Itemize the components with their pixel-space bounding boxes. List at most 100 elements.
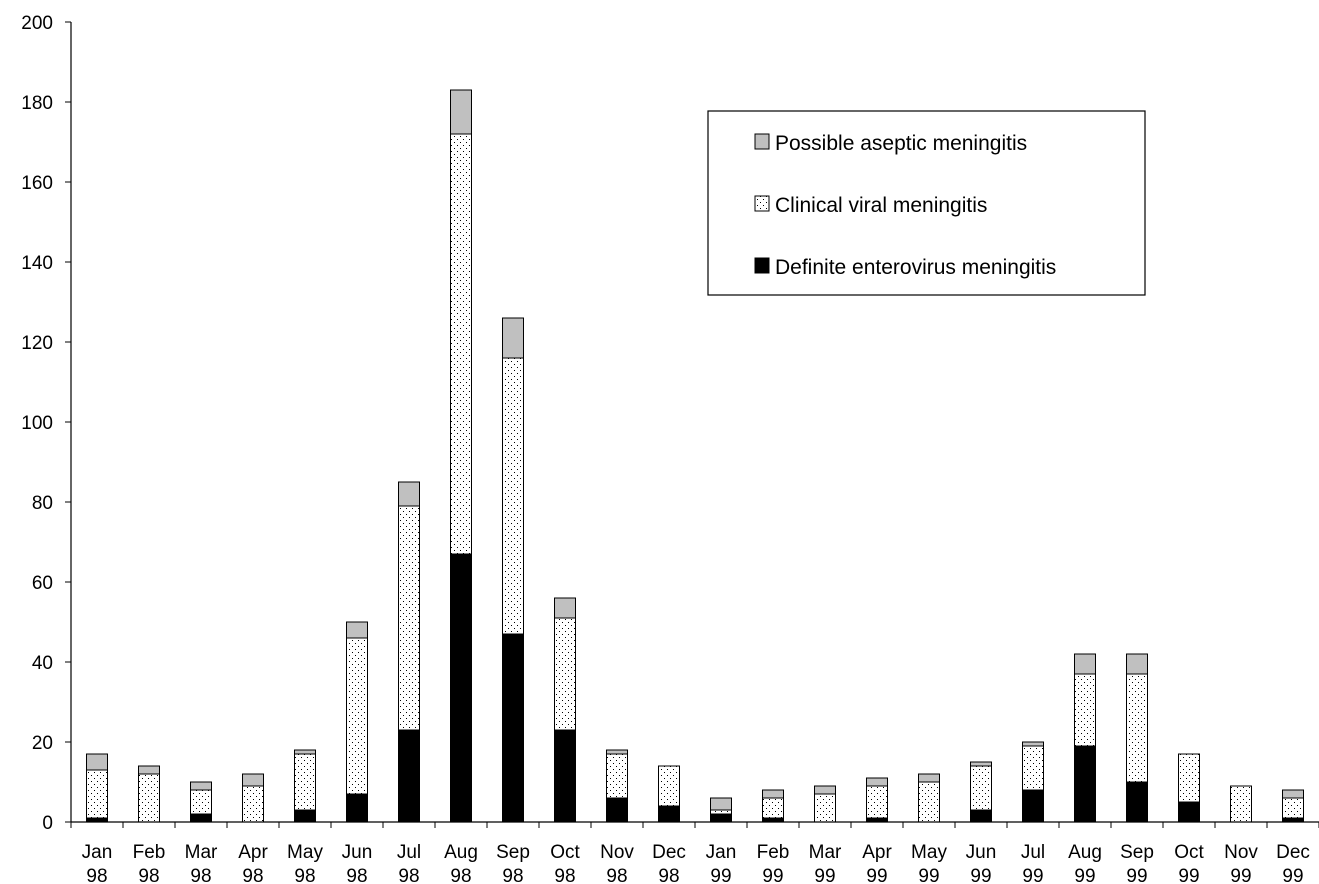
bar-segment xyxy=(814,785,836,795)
x-tick-label-month: Dec xyxy=(652,842,686,863)
bar-segment xyxy=(606,753,628,799)
bar-segment xyxy=(658,765,680,807)
x-tick-label-month: Nov xyxy=(1224,842,1258,863)
bar-segment xyxy=(606,797,628,823)
bar-segment xyxy=(970,761,992,767)
x-tick-label-year: 98 xyxy=(606,866,627,884)
legend-label: Possible aseptic meningitis xyxy=(775,132,1027,155)
x-tick-label-month: Feb xyxy=(133,842,166,863)
bar-segment xyxy=(294,753,316,811)
y-tick-label: 160 xyxy=(21,173,53,194)
bar-segment xyxy=(1126,781,1148,823)
bar-segment xyxy=(346,621,368,639)
bar-segment xyxy=(918,781,940,823)
bar-segment xyxy=(190,813,212,823)
x-tick-label-year: 99 xyxy=(1178,866,1199,884)
bar-segment xyxy=(294,749,316,755)
bar-segment xyxy=(1178,753,1200,803)
x-tick-label-year: 98 xyxy=(658,866,679,884)
bar-segment xyxy=(450,133,472,555)
x-tick-label-month: Jul xyxy=(1021,842,1045,863)
x-tick-label-month: Jan xyxy=(706,842,737,863)
x-tick-label-month: Aug xyxy=(1068,842,1102,863)
bar-segment xyxy=(502,317,524,359)
legend-box xyxy=(707,110,1146,296)
bar-segment xyxy=(606,749,628,755)
x-tick-label-month: May xyxy=(287,842,323,863)
x-tick-label-year: 99 xyxy=(970,866,991,884)
bar-segment xyxy=(86,769,108,819)
bar-segment xyxy=(502,633,524,823)
plot-area: 0 20 40 60 80 100 120 140 160 180 200 Jan 98 Feb 98 Mar… xyxy=(21,13,1319,884)
x-tick-label-year: 99 xyxy=(1074,866,1095,884)
x-tick-label-year: 98 xyxy=(502,866,523,884)
bar-segment xyxy=(294,809,316,823)
bar-segment xyxy=(190,789,212,815)
x-tick-label-month: May xyxy=(911,842,947,863)
x-tick-label-year: 99 xyxy=(710,866,731,884)
legend-swatch xyxy=(754,195,770,212)
bar-segment xyxy=(398,505,420,731)
x-tick-label-year: 98 xyxy=(398,866,419,884)
x-tick-label-year: 98 xyxy=(346,866,367,884)
legend-label: Clinical viral meningitis xyxy=(775,194,987,217)
bar-segment xyxy=(1074,673,1096,747)
bar-segment xyxy=(242,785,264,823)
y-tick-label: 20 xyxy=(32,733,53,754)
y-tick-label: 80 xyxy=(32,493,53,514)
y-tick-label: 120 xyxy=(21,333,53,354)
x-tick-label-year: 98 xyxy=(554,866,575,884)
bar-segment xyxy=(762,797,784,819)
bar-segment xyxy=(450,553,472,823)
bar-segment xyxy=(1126,653,1148,675)
bar-segment xyxy=(1178,801,1200,823)
bar-segment xyxy=(1230,785,1252,823)
legend-swatch xyxy=(754,257,770,274)
bar-segment xyxy=(1022,741,1044,747)
bar-segment xyxy=(1282,797,1304,819)
y-tick-label: 0 xyxy=(42,813,53,834)
bar-segment xyxy=(710,797,732,811)
bar-segment xyxy=(1074,745,1096,823)
x-tick-label-year: 99 xyxy=(762,866,783,884)
bar-segment xyxy=(866,777,888,787)
bar-segment xyxy=(398,729,420,823)
bar-segment xyxy=(450,89,472,135)
x-tick-label-month: Jun xyxy=(342,842,373,863)
x-tick-label-year: 98 xyxy=(242,866,263,884)
y-tick-label: 40 xyxy=(32,653,53,674)
bar-segment xyxy=(970,809,992,823)
bar-segment xyxy=(970,765,992,811)
bar-segment xyxy=(138,773,160,823)
bar-segment xyxy=(554,597,576,619)
x-tick-label-month: Mar xyxy=(185,842,218,863)
bar-segment xyxy=(346,793,368,823)
x-tick-label-month: Oct xyxy=(550,842,580,863)
bar-segment xyxy=(346,637,368,795)
bar-segment xyxy=(554,617,576,731)
x-tick-label-year: 99 xyxy=(866,866,887,884)
y-tick-label: 200 xyxy=(21,13,53,34)
bar-segment xyxy=(814,793,836,823)
x-tick-label-month: Aug xyxy=(444,842,478,863)
x-tick-label-month: Nov xyxy=(600,842,634,863)
bar-segment xyxy=(502,357,524,635)
bar-segment xyxy=(710,813,732,823)
bar-segment xyxy=(1022,745,1044,791)
legend-label: Definite enterovirus meningitis xyxy=(775,256,1056,279)
x-tick-label-month: Sep xyxy=(496,842,530,863)
x-tick-label-month: Jul xyxy=(397,842,421,863)
bar-segment xyxy=(398,481,420,507)
x-tick-label-month: Jan xyxy=(82,842,113,863)
x-tick-label-year: 99 xyxy=(814,866,835,884)
y-tick-label: 100 xyxy=(21,413,53,434)
x-tick-label-month: Apr xyxy=(862,842,892,863)
bar-segment xyxy=(918,773,940,783)
y-tick-label: 180 xyxy=(21,93,53,114)
x-tick-label-month: Oct xyxy=(1174,842,1204,863)
bar-segment xyxy=(762,789,784,799)
x-tick-label-month: Apr xyxy=(238,842,268,863)
bar-segment xyxy=(242,773,264,787)
x-tick-label-year: 99 xyxy=(1022,866,1043,884)
